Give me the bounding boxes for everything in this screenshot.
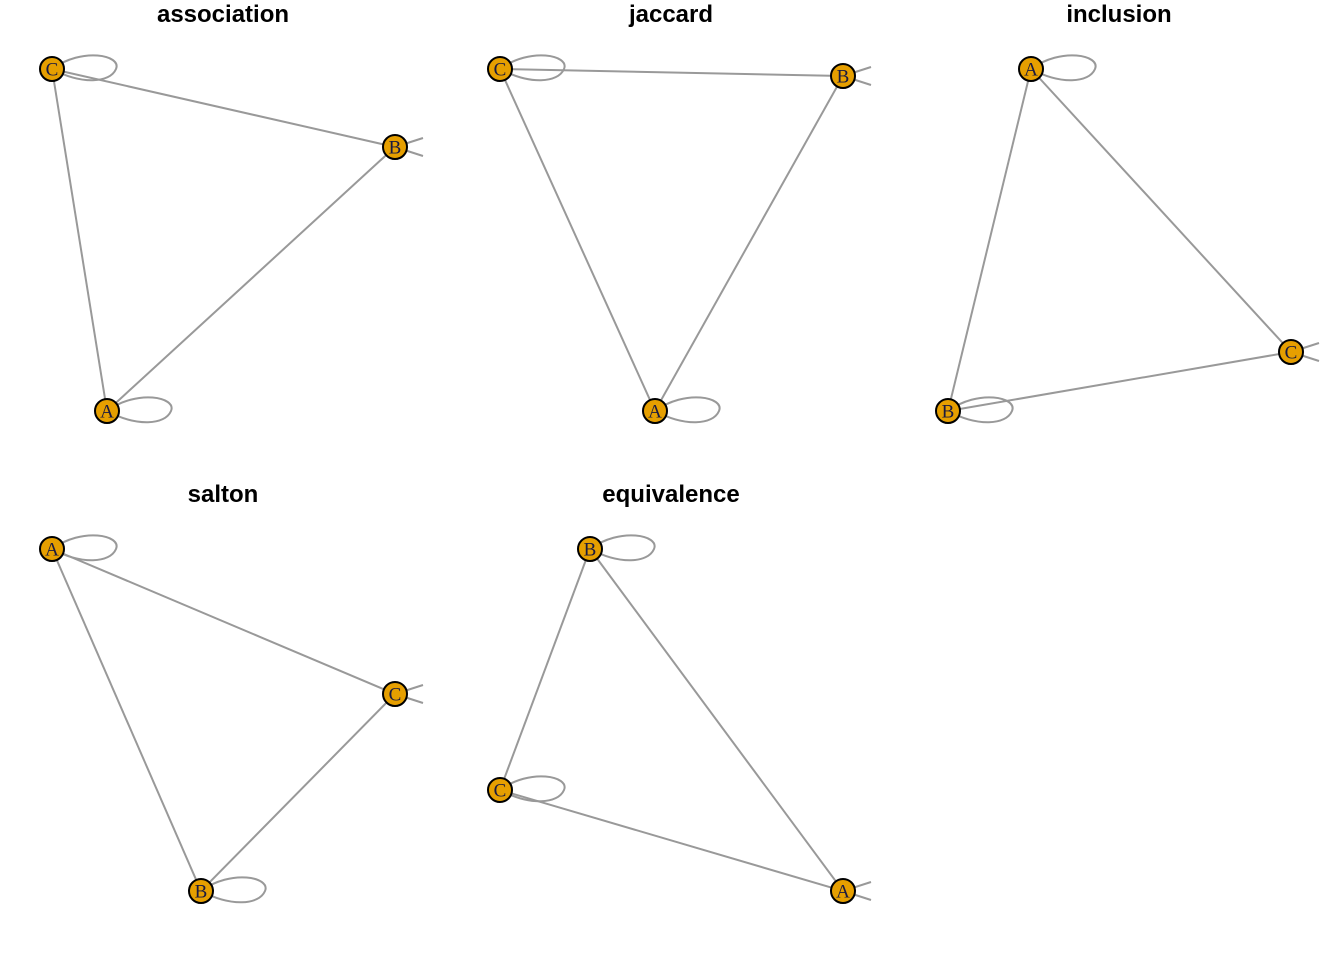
node-label: B [389, 138, 402, 159]
node-B: B [382, 134, 408, 160]
node-A: A [642, 398, 668, 424]
node-C: C [487, 56, 513, 82]
panel-title: equivalence [602, 481, 739, 508]
node-circle [188, 878, 214, 904]
panel-jaccard: jaccard C B A [487, 1, 872, 424]
panel-title: inclusion [1066, 1, 1171, 28]
self-loop-B [947, 396, 1014, 424]
self-loop-C [499, 775, 566, 803]
node-circle [830, 878, 856, 904]
edge-C-B [200, 693, 396, 892]
edge-B-A [589, 548, 844, 892]
self-loop-C [499, 54, 566, 82]
node-circle [487, 777, 513, 803]
node-label: C [494, 781, 507, 802]
panel-equivalence: equivalence B C A [487, 481, 872, 904]
edge-C-B [499, 68, 844, 77]
node-B: B [188, 878, 214, 904]
node-circle [1018, 56, 1044, 82]
self-loop-B [200, 876, 267, 904]
edge-C-A [499, 68, 656, 412]
edge-B-C [499, 548, 591, 791]
node-circle [830, 63, 856, 89]
edge-A-C [51, 548, 396, 695]
edge-B-A [654, 75, 844, 412]
node-A: A [94, 398, 120, 424]
panel-inclusion: inclusion A C B [935, 1, 1320, 424]
node-A: A [39, 536, 65, 562]
node-B: B [935, 398, 961, 424]
node-circle [487, 56, 513, 82]
node-label: B [584, 540, 597, 561]
node-label: C [389, 685, 402, 706]
edge-A-C [1030, 68, 1292, 353]
node-label: B [942, 402, 955, 423]
node-label: C [46, 60, 59, 81]
node-label: C [1285, 343, 1298, 364]
edge-B-C [947, 351, 1292, 412]
node-circle [935, 398, 961, 424]
node-C: C [382, 681, 408, 707]
node-label: A [836, 882, 850, 903]
node-circle [94, 398, 120, 424]
edge-A-B [947, 68, 1032, 412]
edge-B-A [106, 146, 396, 412]
node-label: A [45, 540, 59, 561]
panel-salton: salton A C B [39, 481, 424, 904]
node-circle [1278, 339, 1304, 365]
edge-A-B [51, 548, 202, 892]
node-circle [39, 536, 65, 562]
self-loop-A [106, 396, 173, 424]
node-C: C [487, 777, 513, 803]
node-circle [382, 681, 408, 707]
node-C: C [39, 56, 65, 82]
self-loop-B [589, 534, 656, 562]
panel-title: salton [188, 481, 259, 508]
node-B: B [577, 536, 603, 562]
self-loop-A [1030, 54, 1097, 82]
node-label: A [1024, 60, 1038, 81]
node-label: C [494, 60, 507, 81]
node-A: A [1018, 56, 1044, 82]
node-circle [382, 134, 408, 160]
edge-C-B [51, 68, 396, 148]
node-C: C [1278, 339, 1304, 365]
self-loop-A [51, 534, 118, 562]
node-B: B [830, 63, 856, 89]
node-label: B [195, 882, 208, 903]
edge-C-A [51, 68, 108, 412]
node-circle [577, 536, 603, 562]
node-circle [642, 398, 668, 424]
node-label: B [837, 67, 850, 88]
node-label: A [648, 402, 662, 423]
panel-association: association C B A [39, 1, 424, 424]
panel-title: association [157, 1, 289, 28]
panel-title: jaccard [628, 1, 713, 28]
node-circle [39, 56, 65, 82]
node-label: A [100, 402, 114, 423]
node-A: A [830, 878, 856, 904]
edge-C-A [499, 789, 844, 892]
self-loop-A [654, 396, 721, 424]
self-loop-C [51, 54, 118, 82]
